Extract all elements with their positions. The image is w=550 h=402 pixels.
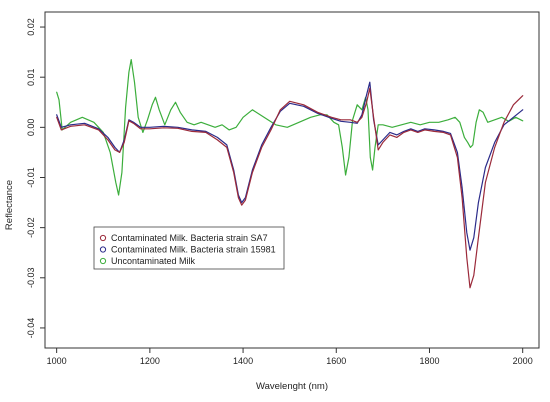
legend-marker-1 <box>99 234 107 242</box>
x-tick-label: 2000 <box>513 356 533 366</box>
y-tick-label: 0.02 <box>26 18 36 36</box>
x-tick-label: 1600 <box>326 356 346 366</box>
legend: Contaminated Milk. Bacteria strain SA7 Co… <box>93 226 285 270</box>
legend-marker-3 <box>99 257 107 265</box>
series-line-2 <box>56 81 524 251</box>
legend-box <box>93 226 285 270</box>
plot-frame <box>44 11 540 349</box>
plot-layer <box>56 59 524 289</box>
y-tick-label: -0.01 <box>26 167 36 188</box>
x-tick-label: 1800 <box>419 356 439 366</box>
y-tick-label: 0.00 <box>26 119 36 137</box>
x-tick-label: 1000 <box>47 356 67 366</box>
x-axis: 1000 1200 1400 1600 1800 2000 <box>47 348 533 366</box>
x-tick-label: 1200 <box>140 356 160 366</box>
y-tick-label: 0.01 <box>26 68 36 86</box>
legend-marker-2 <box>99 246 107 253</box>
legend-label-1: Contaminated Milk. Bacteria strain SA7 <box>111 233 268 243</box>
y-axis: -0.04 -0.03 -0.02 -0.01 0.00 0.01 0.02 <box>26 18 45 338</box>
x-axis-title: Wavelenght (nm) <box>256 381 328 392</box>
y-tick-label: -0.04 <box>26 318 36 339</box>
x-tick-label: 1400 <box>233 356 253 366</box>
y-tick-label: -0.02 <box>26 217 36 238</box>
legend-label-3: Uncontaminated Milk <box>111 256 196 266</box>
series-line-3 <box>56 59 524 196</box>
y-axis-title: Reflectance <box>4 180 15 230</box>
series-line-1 <box>56 87 524 289</box>
legend-label-2: Contaminated Milk. Bacteria strain 15981 <box>111 245 276 255</box>
y-tick-label: -0.03 <box>26 268 36 289</box>
